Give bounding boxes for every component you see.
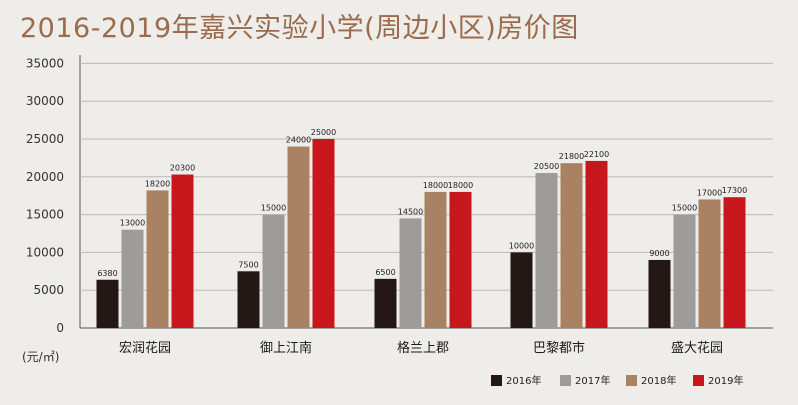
y-tick-label: 10000 [26,245,64,259]
data-label: 15000 [261,204,286,213]
bar [510,252,533,328]
data-label: 6380 [97,269,117,278]
x-tick-label: 格兰上郡 [397,340,449,356]
y-tick-label: 25000 [26,132,64,146]
data-label: 15000 [672,204,697,213]
bar [673,214,696,328]
data-label: 20300 [170,164,195,173]
y-tick-label: 15000 [26,208,64,222]
legend-swatch [560,375,571,386]
chart-title: 2016-2019年嘉兴实验小学(周边小区)房价图 [20,13,579,44]
legend-label: 2019年 [708,374,743,387]
data-label: 20500 [534,162,559,171]
data-label: 18000 [423,181,448,190]
bar [723,197,746,328]
data-label: 13000 [120,219,145,228]
data-label: 14500 [398,207,423,216]
legend-label: 2016年 [506,374,541,387]
x-tick-label: 盛大花园 [671,340,723,356]
bar [698,199,721,328]
x-tick-label: 巴黎都市 [533,340,585,356]
bar [96,279,119,328]
data-label: 21800 [559,152,584,161]
bar [171,174,194,328]
bar [287,146,310,328]
y-axis-unit: (元/㎡) [22,350,59,364]
legend-swatch [626,375,637,386]
bar [374,278,397,328]
data-label: 17300 [722,186,747,195]
bar [648,259,671,328]
y-tick-label: 0 [56,321,64,335]
bar [121,229,144,328]
bar [585,160,608,328]
bar [237,271,260,328]
bar [424,191,447,328]
bar [560,163,583,328]
data-label: 6500 [375,268,395,277]
data-label: 9000 [649,249,669,258]
y-tick-label: 20000 [26,170,64,184]
y-tick-label: 30000 [26,94,64,108]
legend-swatch [693,375,704,386]
legend-label: 2018年 [641,374,676,387]
data-label: 24000 [286,136,311,145]
data-label: 18200 [145,179,170,188]
data-label: 18000 [448,181,473,190]
x-tick-label: 御上江南 [260,340,312,356]
data-label: 25000 [311,128,336,137]
legend-label: 2017年 [575,374,610,387]
bar [312,139,335,328]
y-tick-label: 5000 [33,283,64,297]
y-tick-label: 35000 [26,56,64,70]
data-label: 22100 [584,150,609,159]
bar [399,218,422,328]
data-label: 7500 [238,260,258,269]
bar [535,173,558,328]
bar [449,191,472,328]
bar [146,190,169,328]
legend-swatch [491,375,502,386]
x-tick-label: 宏润花园 [119,340,171,356]
data-label: 17000 [697,188,722,197]
data-label: 10000 [509,241,534,250]
bar [262,214,285,328]
